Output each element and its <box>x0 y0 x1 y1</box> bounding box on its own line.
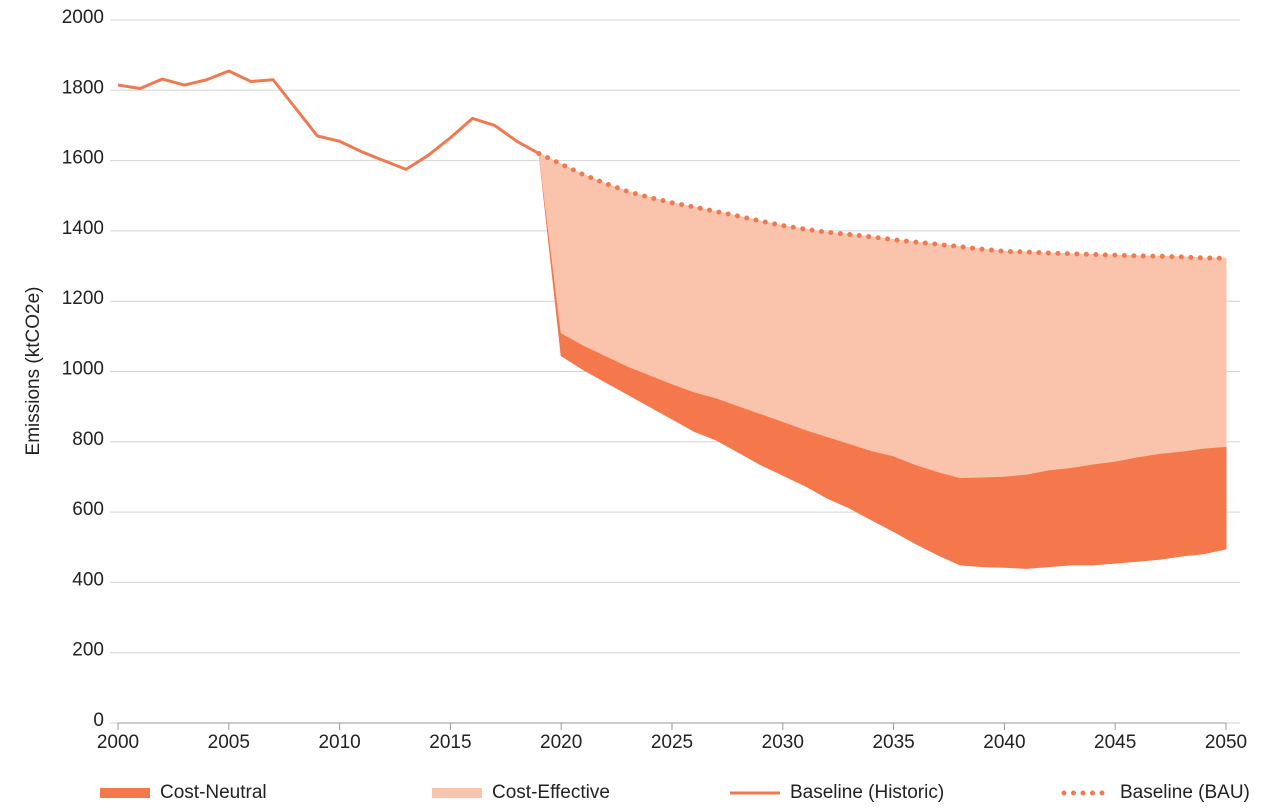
y-tick-label: 1000 <box>62 359 104 380</box>
legend-swatch <box>100 788 150 798</box>
x-tick-label: 2050 <box>1205 732 1247 753</box>
y-tick-label: 1400 <box>62 218 104 239</box>
line <box>117 69 540 171</box>
x-tick-label: 2015 <box>429 732 471 753</box>
y-tick-label: 400 <box>72 569 104 590</box>
x-tick-label: 2035 <box>872 732 914 753</box>
y-axis-title: Emissions (ktCO2e) <box>23 287 44 456</box>
y-tick-label: 0 <box>93 710 104 731</box>
legend-label: Cost-Neutral <box>160 782 267 803</box>
y-tick-label: 800 <box>72 429 104 450</box>
legend-swatch <box>432 788 482 798</box>
area <box>538 152 1227 479</box>
legend-label: Baseline (BAU) <box>1120 782 1250 803</box>
legend-label: Baseline (Historic) <box>790 782 944 803</box>
y-tick-label: 2000 <box>62 7 104 28</box>
line <box>536 151 1229 261</box>
x-tick-label: 2000 <box>97 732 139 753</box>
x-tick-label: 2025 <box>651 732 693 753</box>
legend-label: Cost-Effective <box>492 782 610 803</box>
y-tick-label: 1800 <box>62 77 104 98</box>
x-tick-label: 2040 <box>983 732 1025 753</box>
x-tick-label: 2020 <box>540 732 582 753</box>
y-tick-label: 200 <box>72 640 104 661</box>
y-tick-label: 600 <box>72 499 104 520</box>
x-tick-label: 2005 <box>208 732 250 753</box>
y-tick-label: 1200 <box>62 288 104 309</box>
x-tick-label: 2030 <box>762 732 804 753</box>
y-tick-label: 1600 <box>62 148 104 169</box>
x-tick-label: 2045 <box>1094 732 1136 753</box>
x-tick-label: 2010 <box>318 732 360 753</box>
